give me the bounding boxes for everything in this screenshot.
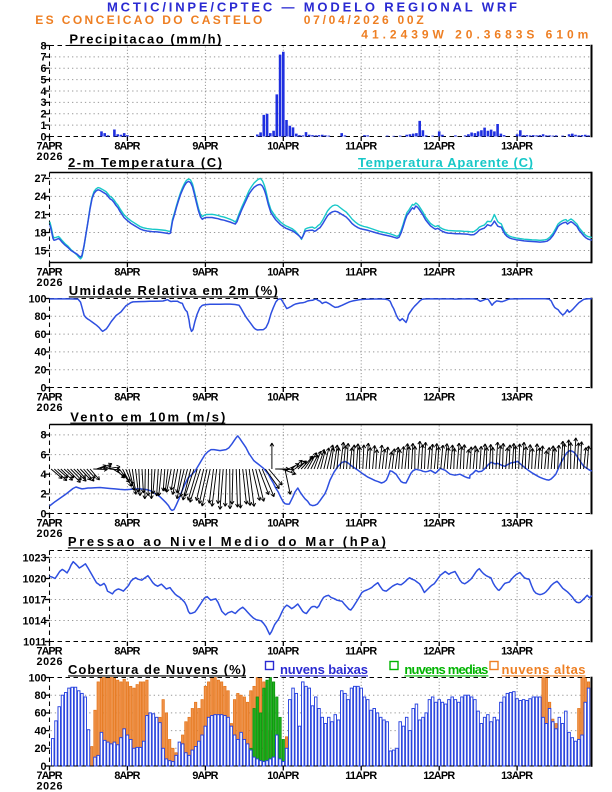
svg-text:80: 80 [34,311,46,323]
svg-text:12APR: 12APR [423,392,455,404]
svg-text:7APR: 7APR [37,518,63,530]
svg-text:4: 4 [40,469,46,481]
svg-text:nuvens altas: nuvens altas [502,662,586,677]
svg-text:0: 0 [40,761,46,773]
svg-text:Temperatura Aparente (C): Temperatura Aparente (C) [358,155,533,170]
svg-text:Precipitacao (mm/h): Precipitacao (mm/h) [69,32,221,47]
svg-text:40: 40 [34,347,46,359]
svg-text:100: 100 [28,672,46,684]
svg-text:20: 20 [34,365,46,377]
svg-text:13APR: 13APR [501,267,533,279]
svg-text:10APR: 10APR [267,770,299,782]
svg-text:13APR: 13APR [501,770,533,782]
svg-text:10APR: 10APR [267,141,299,153]
svg-text:0: 0 [40,382,46,394]
svg-text:13APR: 13APR [501,392,533,404]
svg-text:7: 7 [40,52,46,64]
svg-text:8APR: 8APR [114,141,140,153]
svg-text:7APR: 7APR [37,770,63,782]
svg-text:100: 100 [28,293,46,305]
svg-text:Umidade Relativa em 2m (%): Umidade Relativa em 2m (%) [69,283,278,298]
svg-text:2026: 2026 [37,656,63,668]
svg-text:6: 6 [40,63,46,75]
svg-text:2026: 2026 [37,528,63,540]
svg-text:2026: 2026 [37,781,63,792]
svg-text:60: 60 [34,708,46,720]
svg-text:nuvens medias: nuvens medias [404,662,488,677]
svg-text:80: 80 [34,690,46,702]
svg-text:2: 2 [40,109,46,121]
svg-text:2026: 2026 [37,151,63,163]
svg-text:8APR: 8APR [114,646,140,658]
svg-text:60: 60 [34,329,46,341]
svg-text:7APR: 7APR [37,141,63,153]
svg-text:2: 2 [40,489,46,501]
svg-text:13APR: 13APR [501,141,533,153]
svg-text:9APR: 9APR [192,392,218,404]
svg-text:9APR: 9APR [192,518,218,530]
svg-text:11APR: 11APR [345,518,377,530]
svg-text:9APR: 9APR [192,267,218,279]
svg-text:15: 15 [34,245,46,257]
svg-text:11APR: 11APR [345,770,377,782]
svg-text:1011: 1011 [23,636,46,648]
svg-text:12APR: 12APR [423,518,455,530]
svg-text:1014: 1014 [22,615,46,627]
svg-text:18: 18 [34,227,46,239]
svg-text:8APR: 8APR [114,518,140,530]
svg-text:2026: 2026 [37,402,63,414]
svg-text:8APR: 8APR [114,392,140,404]
svg-text:9APR: 9APR [192,141,218,153]
svg-text:0: 0 [40,131,46,143]
svg-text:Pressao ao Nivel Medio do Mar: Pressao ao Nivel Medio do Mar (hPa) [68,534,386,549]
svg-text:11APR: 11APR [345,646,377,658]
svg-text:11APR: 11APR [345,392,377,404]
svg-text:1023: 1023 [22,552,46,564]
svg-text:MCTIC/INPE/CPTEC — MODELO REGI: MCTIC/INPE/CPTEC — MODELO REGIONAL WRF [107,0,517,15]
svg-text:10APR: 10APR [267,392,299,404]
svg-text:8: 8 [40,40,46,52]
svg-text:12APR: 12APR [423,770,455,782]
svg-text:Cobertura de Nuvens (%): Cobertura de Nuvens (%) [68,662,246,677]
svg-text:12APR: 12APR [423,141,455,153]
svg-text:8APR: 8APR [114,770,140,782]
svg-text:13APR: 13APR [501,646,533,658]
svg-text:10APR: 10APR [267,267,299,279]
svg-text:4: 4 [40,86,46,98]
svg-text:1: 1 [40,120,46,132]
svg-text:3: 3 [40,97,46,109]
svg-text:11APR: 11APR [345,141,377,153]
svg-text:9APR: 9APR [192,770,218,782]
svg-text:2-m Temperatura (C): 2-m Temperatura (C) [68,155,222,170]
svg-text:2026: 2026 [37,277,63,289]
svg-text:7APR: 7APR [37,392,63,404]
svg-text:10APR: 10APR [267,646,299,658]
svg-text:24: 24 [34,191,46,203]
svg-text:21: 21 [34,209,46,221]
svg-text:12APR: 12APR [423,646,455,658]
svg-text:07/04/2026 00Z: 07/04/2026 00Z [304,13,424,27]
svg-text:8APR: 8APR [114,267,140,279]
svg-text:7APR: 7APR [37,267,63,279]
svg-text:0: 0 [40,508,46,520]
svg-text:5: 5 [40,74,46,86]
svg-text:7APR: 7APR [37,646,63,658]
svg-text:13APR: 13APR [501,518,533,530]
svg-text:1017: 1017 [22,594,46,606]
svg-text:27: 27 [34,173,46,185]
svg-text:40: 40 [34,725,46,737]
svg-text:6: 6 [40,449,46,461]
svg-text:8: 8 [40,430,46,442]
svg-text:9APR: 9APR [192,646,218,658]
svg-text:1020: 1020 [22,573,46,585]
svg-text:20: 20 [34,743,46,755]
svg-text:12APR: 12APR [423,267,455,279]
svg-text:11APR: 11APR [345,267,377,279]
svg-text:10APR: 10APR [267,518,299,530]
svg-text:nuvens baixas: nuvens baixas [280,662,368,677]
svg-text:ES CONCEICAO DO CASTELO: ES CONCEICAO DO CASTELO [35,13,262,27]
